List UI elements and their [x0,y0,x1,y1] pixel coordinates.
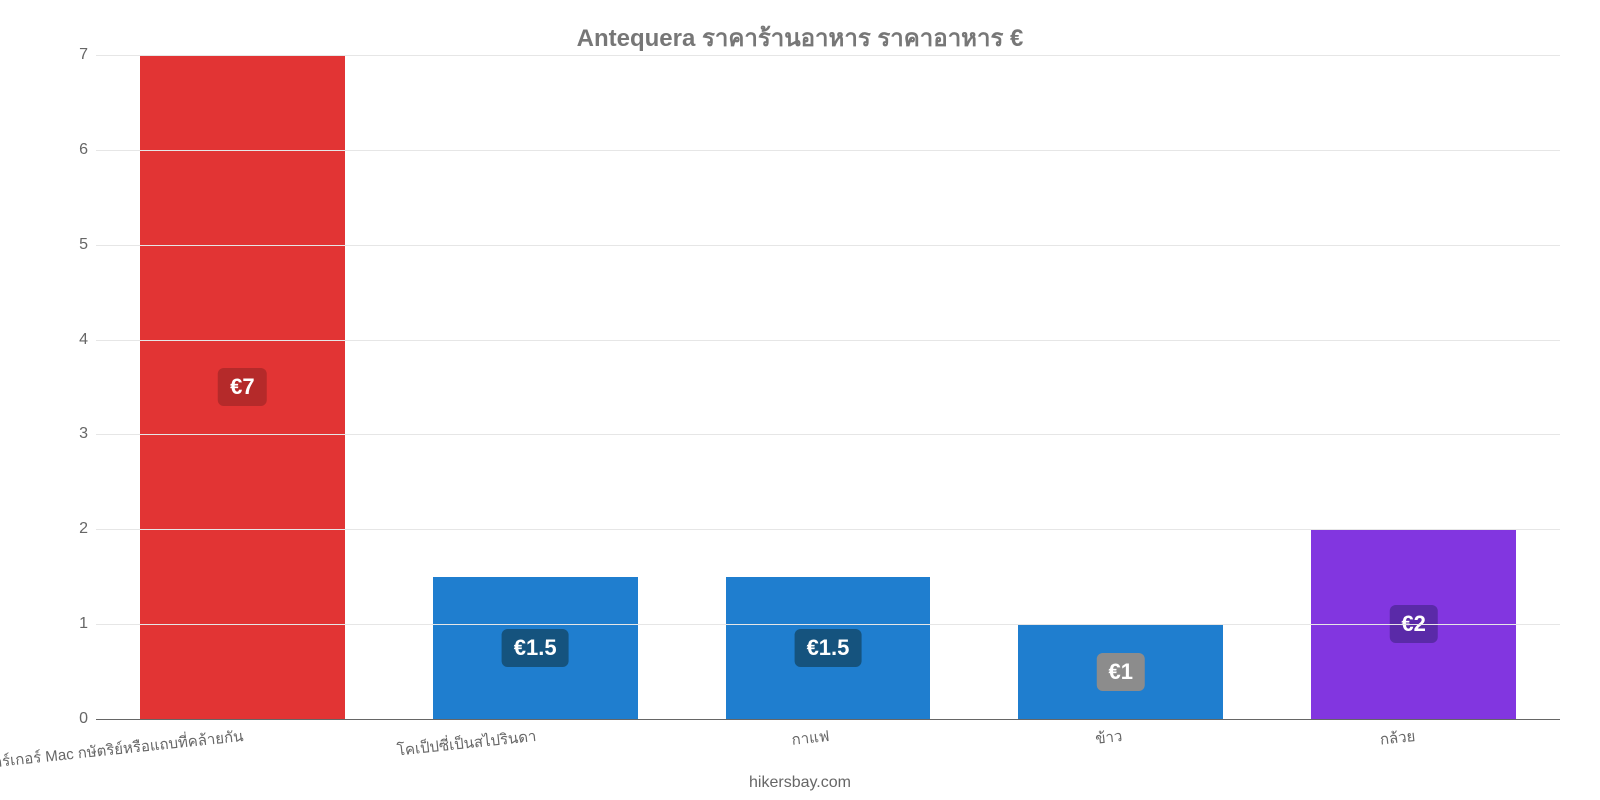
xtick-label: เบอร์เกอร์ Mac กษัตริย์หรือแถบที่คล้ายกั… [0,724,245,776]
bar-slot: €7 [96,55,389,719]
attribution-text: hikersbay.com [749,774,851,792]
xlabel-slot: กาแฟ [682,730,975,770]
price-bar-chart: Antequera ราคาร้านอาหาร ราคาอาหาร € €7 €1… [0,0,1600,800]
x-axis-labels: เบอร์เกอร์ Mac กษัตริย์หรือแถบที่คล้ายกั… [96,730,1560,770]
ytick-label: 7 [56,46,88,64]
xtick-label: กาแฟ [790,724,830,752]
bar-value-label: €1.5 [795,629,862,667]
ytick-label: 0 [56,710,88,728]
gridline [96,245,1560,246]
ytick-label: 5 [56,236,88,254]
ytick-label: 2 [56,520,88,538]
xtick-label: ข้าว [1094,724,1123,751]
gridline [96,529,1560,530]
bar-slot: €2 [1267,55,1560,719]
bar: €1.5 [726,577,931,719]
bar: €1.5 [433,577,638,719]
bar: €7 [140,55,345,719]
xtick-label: กล้วย [1378,724,1416,752]
bar-slot: €1.5 [389,55,682,719]
gridline [96,340,1560,341]
bar-slot: €1 [974,55,1267,719]
xtick-label: โคเป็ปซี่เป็นสไปรินดา [396,724,538,763]
gridline [96,150,1560,151]
bar-value-label: €1.5 [502,629,569,667]
ytick-label: 3 [56,425,88,443]
bar-value-label: €7 [218,368,266,406]
xlabel-slot: กล้วย [1267,730,1560,770]
xlabel-slot: โคเป็ปซี่เป็นสไปรินดา [389,730,682,770]
chart-title: Antequera ราคาร้านอาหาร ราคาอาหาร € [0,0,1600,57]
bar-value-label: €1 [1097,653,1145,691]
bar: €1 [1018,624,1223,719]
xlabel-slot: เบอร์เกอร์ Mac กษัตริย์หรือแถบที่คล้ายกั… [96,730,389,770]
plot-area: €7€1.5€1.5€1€2 01234567 [96,55,1560,720]
ytick-label: 1 [56,615,88,633]
gridline [96,55,1560,56]
gridline [96,624,1560,625]
bars-container: €7 €1.5 €1.5 €1 €2 [96,55,1560,719]
ytick-label: 4 [56,331,88,349]
bar-slot: €1.5 [682,55,975,719]
ytick-label: 6 [56,141,88,159]
xlabel-slot: ข้าว [974,730,1267,770]
gridline [96,434,1560,435]
